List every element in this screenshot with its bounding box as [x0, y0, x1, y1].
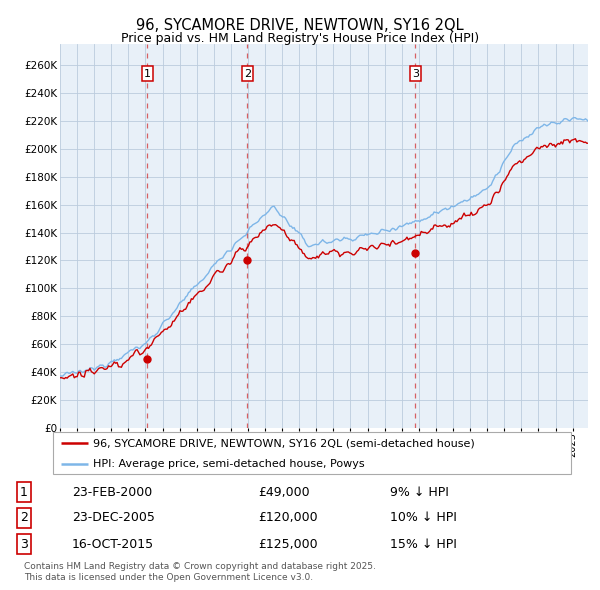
Text: 23-DEC-2005: 23-DEC-2005 — [72, 511, 155, 525]
Text: 3: 3 — [412, 68, 419, 78]
Text: 1: 1 — [20, 486, 28, 499]
Text: 3: 3 — [20, 537, 28, 550]
Text: Price paid vs. HM Land Registry's House Price Index (HPI): Price paid vs. HM Land Registry's House … — [121, 32, 479, 45]
FancyBboxPatch shape — [53, 432, 571, 474]
Text: 96, SYCAMORE DRIVE, NEWTOWN, SY16 2QL: 96, SYCAMORE DRIVE, NEWTOWN, SY16 2QL — [136, 18, 464, 33]
Text: 9% ↓ HPI: 9% ↓ HPI — [390, 486, 449, 499]
Text: HPI: Average price, semi-detached house, Powys: HPI: Average price, semi-detached house,… — [93, 459, 365, 469]
Text: 1: 1 — [144, 68, 151, 78]
Text: Contains HM Land Registry data © Crown copyright and database right 2025.
This d: Contains HM Land Registry data © Crown c… — [24, 562, 376, 582]
Text: £120,000: £120,000 — [258, 511, 317, 525]
Text: £125,000: £125,000 — [258, 537, 317, 550]
Text: 16-OCT-2015: 16-OCT-2015 — [72, 537, 154, 550]
Text: 10% ↓ HPI: 10% ↓ HPI — [390, 511, 457, 525]
Text: 2: 2 — [244, 68, 251, 78]
Text: 23-FEB-2000: 23-FEB-2000 — [72, 486, 152, 499]
Text: 96, SYCAMORE DRIVE, NEWTOWN, SY16 2QL (semi-detached house): 96, SYCAMORE DRIVE, NEWTOWN, SY16 2QL (s… — [93, 438, 475, 448]
Text: 15% ↓ HPI: 15% ↓ HPI — [390, 537, 457, 550]
Text: £49,000: £49,000 — [258, 486, 310, 499]
Text: 2: 2 — [20, 511, 28, 525]
